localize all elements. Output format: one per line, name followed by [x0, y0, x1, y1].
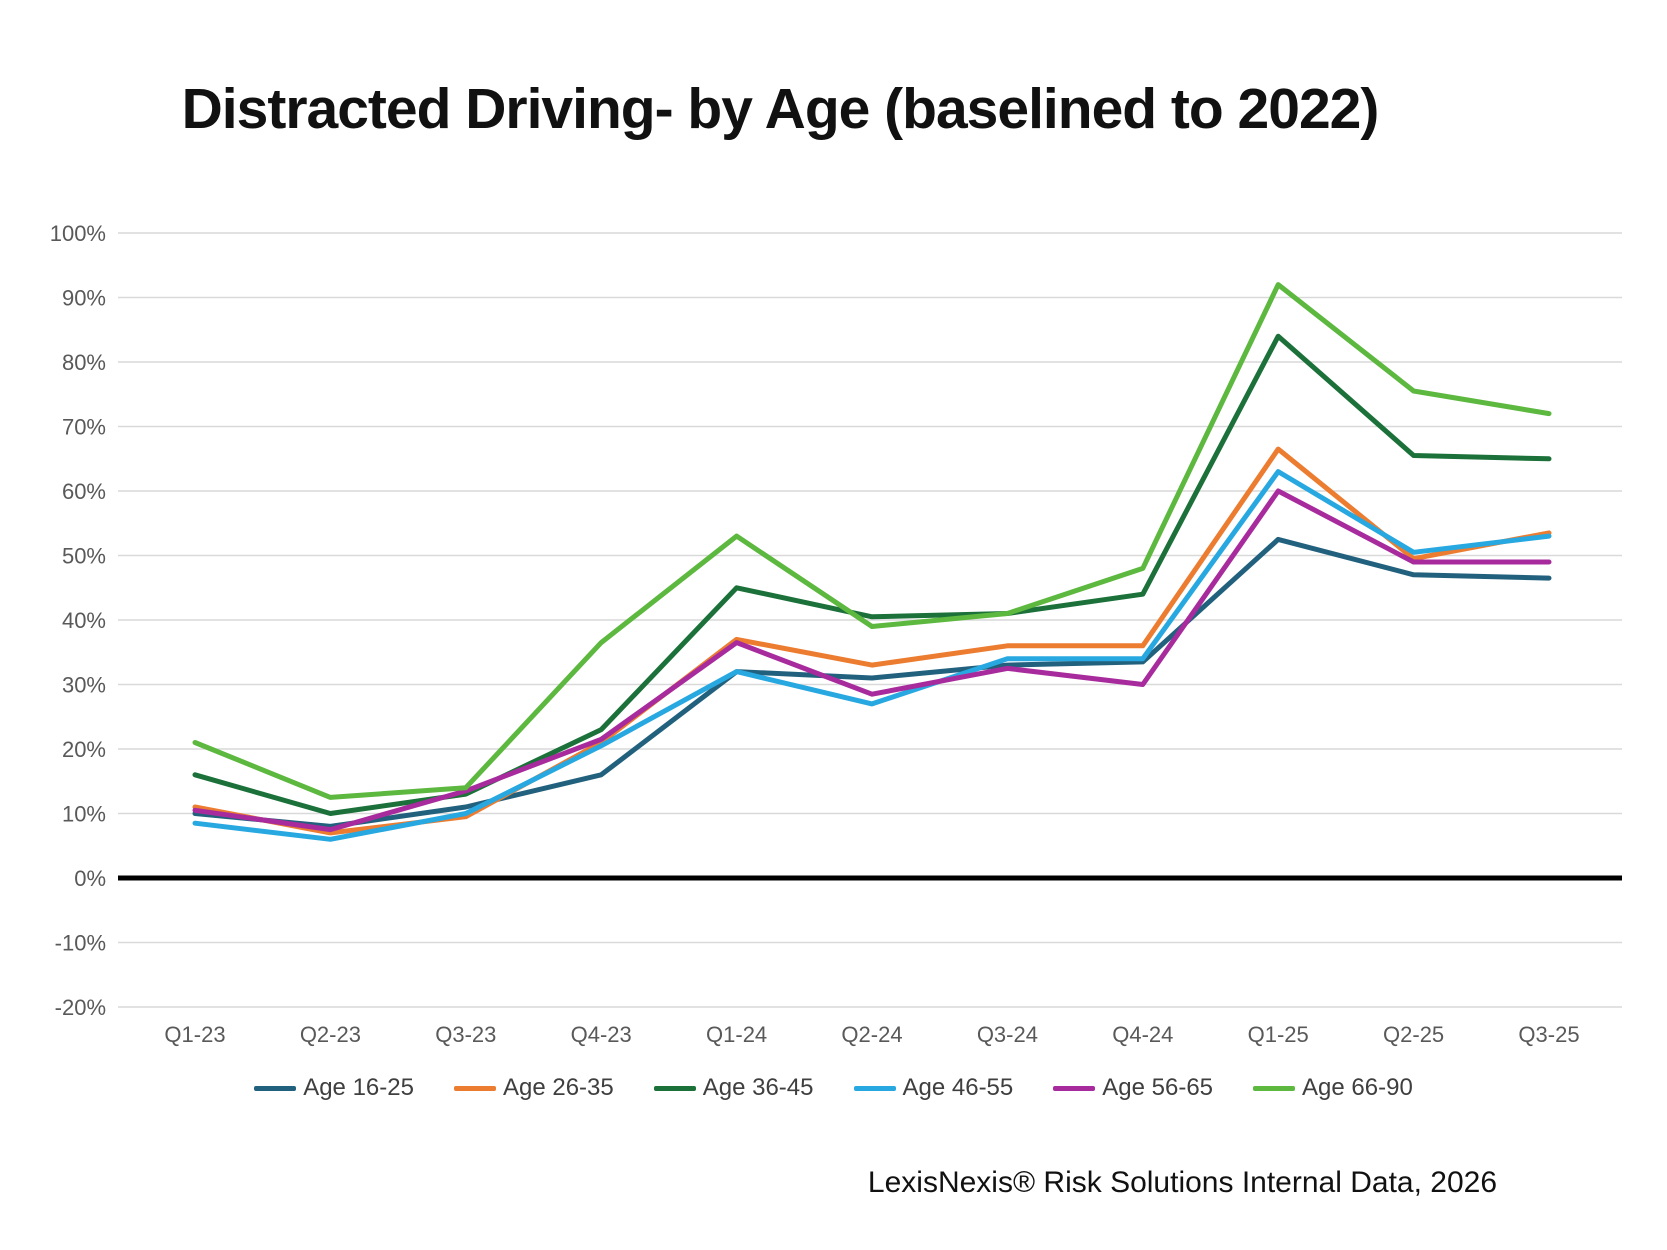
x-tick-label: Q3-25 [1518, 1022, 1579, 1047]
x-tick-label: Q1-25 [1248, 1022, 1309, 1047]
x-tick-label: Q4-24 [1112, 1022, 1173, 1047]
series-line-age-26-35 [192, 446, 1552, 836]
x-tick-label: Q2-23 [300, 1022, 361, 1047]
chart-title: Distracted Driving- by Age (baselined to… [181, 77, 1380, 141]
y-tick-label: 0% [74, 866, 106, 891]
x-tick-label: Q1-23 [164, 1022, 225, 1047]
legend-item-age-66-90: Age 66-90 [1253, 1074, 1413, 1102]
x-tick-label: Q4-23 [571, 1022, 632, 1047]
series-line-age-56-65 [192, 488, 1552, 833]
legend-swatch-age-56-65 [1053, 1085, 1096, 1091]
x-tick-label: Q3-24 [977, 1022, 1038, 1047]
y-tick-label: -20% [55, 995, 106, 1020]
legend-swatch-age-46-55 [853, 1085, 896, 1091]
series-line-age-66-90 [192, 282, 1552, 800]
x-tick-label: Q1-24 [706, 1022, 767, 1047]
legend-label: Age 26-35 [502, 1074, 614, 1101]
y-tick-label: 50% [62, 544, 106, 569]
source-citation: LexisNexis® Risk Solutions Internal Data… [867, 1166, 1497, 1199]
legend-item-age-46-55: Age 46-55 [853, 1074, 1014, 1102]
y-tick-label: 80% [62, 350, 106, 375]
series-line-age-36-45 [192, 333, 1552, 816]
y-tick-label: 30% [62, 673, 106, 698]
legend-label: Age 16-25 [303, 1074, 414, 1101]
x-tick-label: Q2-25 [1383, 1022, 1444, 1047]
legend-item-age-26-35: Age 26-35 [453, 1074, 614, 1102]
y-tick-label: 90% [62, 286, 106, 311]
series-line-age-16-25 [192, 536, 1552, 829]
y-tick-label: 60% [62, 479, 106, 504]
y-tick-label: -10% [55, 931, 106, 956]
legend-label: Age 66-90 [1302, 1074, 1413, 1101]
y-tick-label: 20% [62, 737, 106, 762]
legend-label: Age 46-55 [902, 1074, 1014, 1101]
x-tick-label: Q3-23 [435, 1022, 496, 1047]
legend-swatch-age-66-90 [1253, 1085, 1296, 1091]
x-tick-label: Q2-24 [841, 1022, 902, 1047]
legend-swatch-age-16-25 [254, 1085, 297, 1091]
series-line-age-46-55 [192, 469, 1552, 842]
legend-item-age-56-65: Age 56-65 [1053, 1074, 1213, 1102]
y-tick-label: 40% [62, 608, 106, 633]
y-tick-label: 10% [62, 802, 106, 827]
legend-label: Age 36-45 [702, 1074, 814, 1101]
legend-label: Age 56-65 [1102, 1074, 1214, 1101]
legend-item-age-36-45: Age 36-45 [653, 1074, 814, 1102]
y-tick-label: 70% [62, 415, 106, 440]
chart-legend: Age 16-25 Age 26-35 Age 36-45 Age 46-55 Age … [0, 1074, 1667, 1102]
y-tick-label: 100% [50, 221, 106, 246]
legend-swatch-age-26-35 [453, 1085, 496, 1091]
legend-swatch-age-36-45 [653, 1085, 696, 1091]
legend-item-age-16-25: Age 16-25 [254, 1074, 414, 1102]
